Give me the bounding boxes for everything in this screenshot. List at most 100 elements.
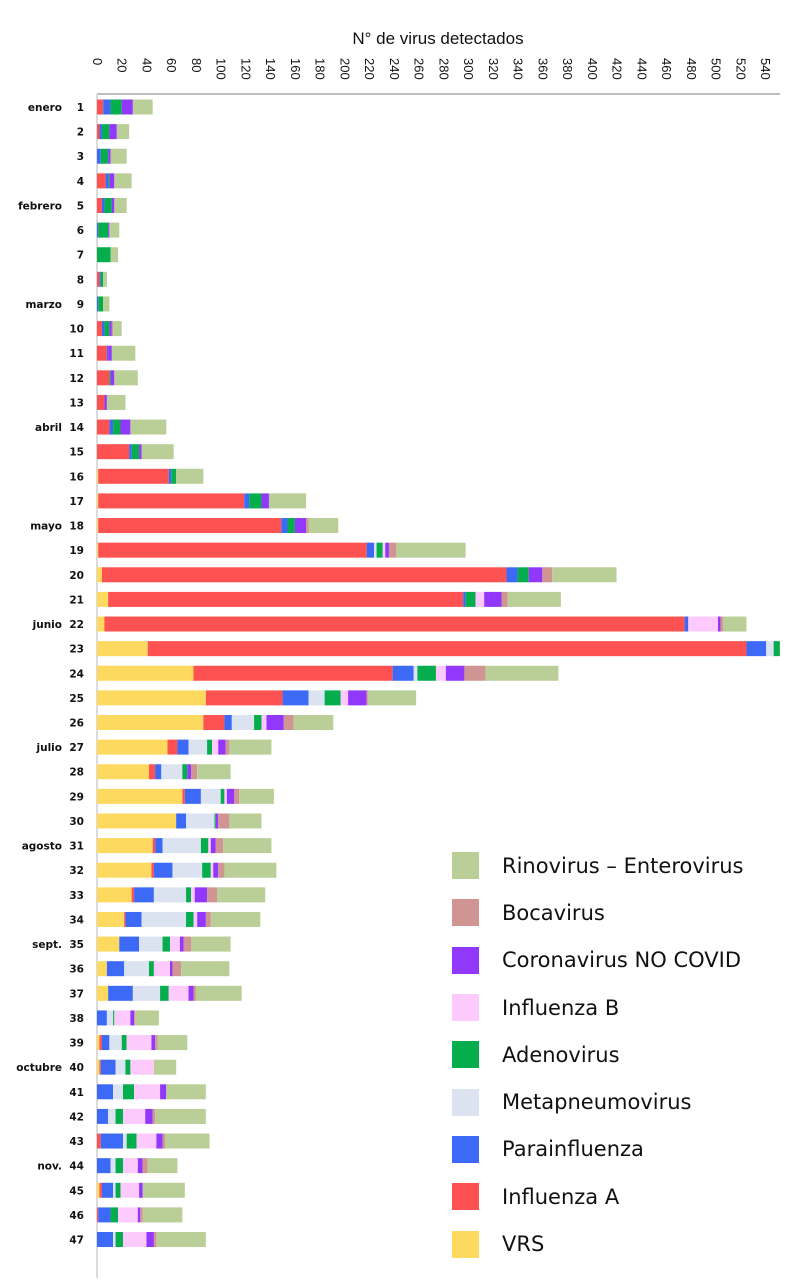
bar-segment-rinovirus-enterovirus — [165, 1133, 210, 1149]
bar-segment-vrs — [97, 813, 177, 829]
week-label: 7 — [77, 250, 84, 262]
bar-segment-metapneumovirus — [110, 1158, 116, 1174]
legend-item-influenza-b: Influenza B — [452, 984, 743, 1031]
bar-segment-parainfluenza — [134, 887, 154, 903]
bar-segment-influenza-a — [203, 715, 225, 730]
x-axis-title: N° de virus detectados — [352, 29, 523, 48]
bar-row: 40 octubre — [16, 1059, 177, 1075]
bar-row: 30 — [69, 813, 262, 829]
week-label: 15 — [69, 447, 84, 459]
bar-segment-parainfluenza — [224, 715, 232, 730]
month-label: julio — [36, 742, 63, 754]
bar-segment-metapneumovirus — [108, 1108, 116, 1124]
bar-segment-vrs — [97, 468, 99, 484]
bar-segment-coronavirus-no-covid — [385, 542, 389, 558]
bar-segment-metapneumovirus — [115, 1059, 126, 1075]
bar-segment-influenza-a — [99, 1035, 102, 1051]
legend-label: Influenza A — [502, 1184, 620, 1209]
bar-segment-coronavirus-no-covid — [445, 665, 465, 681]
week-label: 41 — [69, 1087, 84, 1099]
bar-segment-influenza-b — [169, 936, 180, 952]
bar-segment-influenza-a — [124, 911, 126, 927]
bar-segment-influenza-a — [97, 271, 100, 287]
bar-segment-rinovirus-enterovirus — [239, 788, 274, 804]
bar-segment-adenovirus — [122, 1084, 135, 1100]
bar-segment-rinovirus-enterovirus — [155, 1108, 206, 1124]
bar-segment-bocavirus — [234, 788, 240, 804]
week-label: 17 — [69, 496, 84, 508]
bar-segment-parainfluenza — [100, 1133, 123, 1149]
bar-segment-rinovirus-enterovirus — [367, 690, 417, 706]
x-tick-label: 420 — [610, 58, 625, 80]
bar-segment-influenza-a — [97, 173, 106, 189]
bar-segment-bocavirus — [215, 838, 224, 854]
bar-row: 29 — [69, 788, 274, 804]
bar-segment-parainfluenza — [97, 1010, 107, 1026]
bar-segment-vrs — [97, 788, 183, 804]
bar-segment-vrs — [97, 911, 125, 927]
bar-row: 16 — [69, 468, 204, 484]
bar-segment-rinovirus-enterovirus — [135, 1010, 159, 1026]
week-label: 23 — [69, 644, 84, 656]
bar-segment-influenza-b — [340, 690, 349, 706]
bar-segment-adenovirus — [131, 444, 140, 460]
bar-row: 27 julio — [36, 739, 272, 755]
bar-segment-influenza-a — [205, 690, 283, 706]
bar-segment-rinovirus-enterovirus — [114, 173, 132, 189]
bar-segment-vrs — [97, 690, 206, 706]
bar-segment-adenovirus — [249, 493, 262, 509]
bar-segment-adenovirus — [517, 567, 529, 583]
legend-label: Influenza B — [502, 995, 620, 1020]
bar-segment-adenovirus — [121, 1035, 127, 1051]
bar-segment-influenza-a — [97, 197, 102, 213]
bar-segment-coronavirus-no-covid — [717, 616, 721, 632]
week-label: 32 — [69, 865, 84, 877]
bar-segment-coronavirus-no-covid — [139, 444, 142, 460]
bar-segment-metapneumovirus — [413, 665, 418, 681]
bar-segment-rinovirus-enterovirus — [114, 197, 127, 213]
bar-segment-influenza-a — [97, 321, 102, 337]
bar-segment-coronavirus-no-covid — [137, 1158, 143, 1174]
bar-segment-parainfluenza — [281, 518, 288, 534]
bar-segment-influenza-b — [261, 715, 267, 730]
bar-segment-coronavirus-no-covid — [179, 936, 184, 952]
bar-row: 44 nov. — [37, 1158, 178, 1174]
x-tick-label: 300 — [461, 58, 476, 80]
bar-segment-coronavirus-no-covid — [130, 1010, 135, 1026]
bar-segment-adenovirus — [113, 419, 121, 435]
bar-segment-influenza-b — [122, 1158, 138, 1174]
bar-segment-rinovirus-enterovirus — [132, 99, 153, 115]
bar-row: 22 junio — [32, 616, 747, 632]
bar-segment-rinovirus-enterovirus — [181, 961, 230, 977]
week-label: 25 — [69, 693, 84, 705]
bar-row: 4 — [77, 173, 132, 189]
bar-segment-parainfluenza — [184, 788, 201, 804]
x-tick-label: 0 — [90, 58, 105, 65]
bar-segment-influenza-b — [435, 665, 446, 681]
legend-label: Coronavirus NO COVID — [502, 948, 741, 973]
bar-segment-bocavirus — [366, 690, 368, 706]
week-label: 35 — [69, 939, 84, 951]
bar-segment-rinovirus-enterovirus — [293, 715, 334, 730]
bar-segment-coronavirus-no-covid — [348, 690, 367, 706]
legend-item-parainfluenza: Parainfluenza — [452, 1126, 743, 1173]
x-tick-label: 460 — [659, 58, 674, 80]
bar-segment-parainfluenza — [109, 419, 114, 435]
bar-segment-metapneumovirus — [374, 542, 377, 558]
bar-segment-rinovirus-enterovirus — [722, 616, 747, 632]
bar-segment-adenovirus — [465, 591, 476, 607]
bar-segment-rinovirus-enterovirus — [103, 296, 110, 312]
bar-segment-coronavirus-no-covid — [210, 838, 216, 854]
bar-segment-vrs — [97, 985, 109, 1001]
bar-segment-parainfluenza — [101, 1182, 114, 1198]
week-label: 37 — [69, 988, 84, 1000]
bar-segment-influenza-a — [152, 838, 156, 854]
bar-row: 12 — [69, 370, 138, 386]
bar-segment-rinovirus-enterovirus — [485, 665, 559, 681]
bar-segment-parainfluenza — [98, 1207, 111, 1223]
bar-segment-vrs — [97, 1182, 100, 1198]
bar-row: 21 — [69, 591, 561, 607]
bar-row: 1 enero — [28, 99, 153, 115]
bar-segment-bocavirus — [501, 591, 508, 607]
bar-segment-adenovirus — [324, 690, 341, 706]
